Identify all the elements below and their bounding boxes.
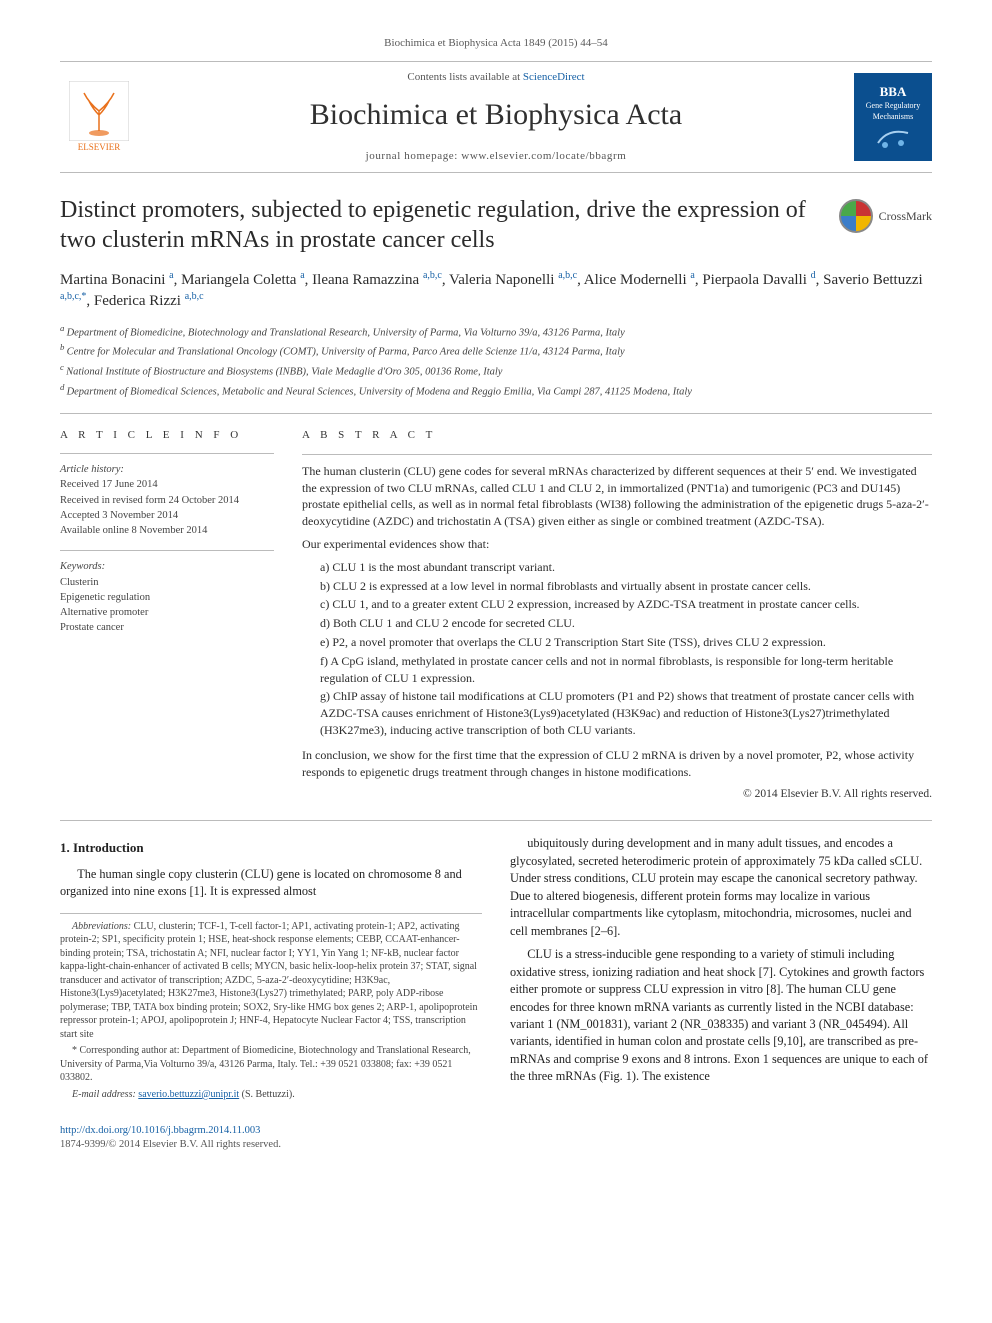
- homepage-label: journal homepage:: [366, 150, 462, 162]
- affiliations: a Department of Biomedicine, Biotechnolo…: [60, 322, 932, 400]
- running-citation: Biochimica et Biophysica Acta 1849 (2015…: [60, 36, 932, 51]
- doi-link[interactable]: http://dx.doi.org/10.1016/j.bbagrm.2014.…: [60, 1125, 260, 1136]
- abstract-list-item: g) ChIP assay of histone tail modificati…: [320, 688, 932, 738]
- affiliation-line: b Centre for Molecular and Translational…: [60, 341, 932, 360]
- abstract-p2: Our experimental evidences show that:: [302, 536, 932, 553]
- corresponding-email-link[interactable]: saverio.bettuzzi@unipr.it: [138, 1089, 239, 1100]
- affiliation-line: c National Institute of Biostructure and…: [60, 361, 932, 380]
- contents-prefix: Contents lists available at: [407, 71, 522, 83]
- tree-icon: [69, 81, 129, 141]
- abstract-copyright: © 2014 Elsevier B.V. All rights reserved…: [302, 786, 932, 802]
- contents-line: Contents lists available at ScienceDirec…: [138, 70, 854, 85]
- abstract-p1: The human clusterin (CLU) gene codes for…: [302, 463, 932, 530]
- section-heading-intro: 1. Introduction: [60, 839, 482, 857]
- body-para-3: CLU is a stress-inducible gene respondin…: [510, 946, 932, 1086]
- footnotes-block: Abbreviations: CLU, clusterin; TCF-1, T-…: [60, 913, 482, 1102]
- crossmark-icon: [839, 199, 873, 233]
- abstract-list-item: a) CLU 1 is the most abundant transcript…: [320, 559, 932, 576]
- page-footer: http://dx.doi.org/10.1016/j.bbagrm.2014.…: [60, 1124, 932, 1152]
- crossmark-label: CrossMark: [879, 208, 932, 224]
- abstract-rule: [302, 454, 932, 455]
- body-columns: 1. Introduction The human single copy cl…: [60, 835, 932, 1104]
- keywords-label: Keywords:: [60, 559, 274, 574]
- corresponding-author-footnote: * Corresponding author at: Department of…: [60, 1044, 482, 1085]
- history-line: Accepted 3 November 2014: [60, 508, 274, 523]
- abbreviations-footnote: Abbreviations: CLU, clusterin; TCF-1, T-…: [60, 920, 482, 1042]
- abstract-list-item: c) CLU 1, and to a greater extent CLU 2 …: [320, 596, 932, 613]
- header-center: Contents lists available at ScienceDirec…: [138, 70, 854, 164]
- crossmark-widget[interactable]: CrossMark: [839, 199, 932, 233]
- elsevier-logo: ELSEVIER: [60, 73, 138, 161]
- homepage-url[interactable]: www.elsevier.com/locate/bbagrm: [461, 150, 626, 162]
- affiliation-line: a Department of Biomedicine, Biotechnolo…: [60, 322, 932, 341]
- keyword-line: Alternative promoter: [60, 605, 274, 620]
- keyword-line: Epigenetic regulation: [60, 590, 274, 605]
- abstract-list-item: d) Both CLU 1 and CLU 2 encode for secre…: [320, 615, 932, 632]
- journal-cover-thumb: BBA Gene Regulatory Mechanisms: [854, 73, 932, 161]
- keywords-block: Keywords: ClusterinEpigenetic regulation…: [60, 559, 274, 635]
- homepage-line: journal homepage: www.elsevier.com/locat…: [138, 149, 854, 164]
- history-line: Received in revised form 24 October 2014: [60, 493, 274, 508]
- separator-rule: [60, 413, 932, 414]
- cover-acronym: BBA: [880, 83, 907, 101]
- cover-subtitle: Gene Regulatory Mechanisms: [859, 101, 927, 123]
- abstract-heading: A B S T R A C T: [302, 428, 932, 443]
- affiliation-line: d Department of Biomedical Sciences, Met…: [60, 381, 932, 400]
- body-para-1: The human single copy clusterin (CLU) ge…: [60, 866, 482, 901]
- keyword-line: Clusterin: [60, 575, 274, 590]
- abstract-list-item: b) CLU 2 is expressed at a low level in …: [320, 578, 932, 595]
- keyword-line: Prostate cancer: [60, 620, 274, 635]
- abstract-list-item: f) A CpG island, methylated in prostate …: [320, 653, 932, 687]
- history-label: Article history:: [60, 462, 274, 477]
- abstract-column: A B S T R A C T The human clusterin (CLU…: [302, 428, 932, 802]
- abstract-p3: In conclusion, we show for the first tim…: [302, 747, 932, 781]
- article-history: Article history: Received 17 June 2014Re…: [60, 462, 274, 538]
- history-line: Available online 8 November 2014: [60, 523, 274, 538]
- sciencedirect-link[interactable]: ScienceDirect: [523, 71, 585, 83]
- cover-art-icon: [873, 123, 913, 151]
- abstract-list-item: e) P2, a novel promoter that overlaps th…: [320, 634, 932, 651]
- info-rule: [60, 453, 274, 454]
- article-info-column: A R T I C L E I N F O Article history: R…: [60, 428, 274, 802]
- author-list: Martina Bonacini a, Mariangela Coletta a…: [60, 269, 932, 312]
- abstract-list: a) CLU 1 is the most abundant transcript…: [320, 559, 932, 739]
- body-para-2: ubiquitously during development and in m…: [510, 835, 932, 940]
- history-line: Received 17 June 2014: [60, 477, 274, 492]
- elsevier-wordmark: ELSEVIER: [78, 141, 121, 153]
- email-footnote: E-mail address: saverio.bettuzzi@unipr.i…: [60, 1088, 482, 1102]
- separator-rule-2: [60, 820, 932, 821]
- journal-name: Biochimica et Biophysica Acta: [138, 95, 854, 136]
- journal-header: ELSEVIER Contents lists available at Sci…: [60, 61, 932, 173]
- info-rule-2: [60, 550, 274, 551]
- article-info-heading: A R T I C L E I N F O: [60, 428, 274, 443]
- article-title: Distinct promoters, subjected to epigene…: [60, 195, 821, 255]
- issn-copyright: 1874-9399/© 2014 Elsevier B.V. All right…: [60, 1139, 281, 1150]
